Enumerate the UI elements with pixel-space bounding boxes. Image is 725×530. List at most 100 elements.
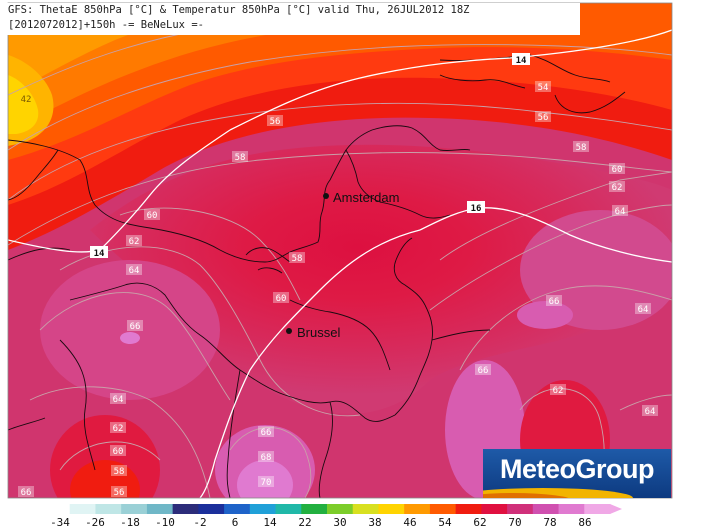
contour-label: 70 [258, 476, 274, 488]
svg-text:58: 58 [292, 254, 303, 264]
scale-tick-label: 38 [368, 516, 382, 529]
contour-label: 64 [612, 205, 628, 217]
contour-label: 56 [267, 115, 283, 127]
contour-label: 60 [609, 163, 625, 175]
svg-text:56: 56 [114, 488, 125, 498]
scale-tick-label: 14 [263, 516, 277, 529]
thetae-field [8, 3, 672, 498]
svg-text:64: 64 [129, 266, 140, 276]
contour-label: 42 [21, 95, 32, 105]
scale-swatch [378, 504, 405, 514]
scale-tick-label: 62 [473, 516, 487, 529]
svg-text:58: 58 [576, 143, 587, 153]
contour-label: 66 [258, 426, 274, 438]
scale-swatch [558, 504, 585, 514]
scale-tick-label: -34 [50, 516, 70, 529]
svg-text:56: 56 [538, 113, 549, 123]
scale-swatch [121, 504, 148, 514]
scale-tick-label: 86 [578, 516, 592, 529]
logo-text: MeteoGroup [500, 454, 655, 484]
contour-label: 60 [144, 209, 160, 221]
contour-label: 58 [289, 252, 305, 264]
city-brussel: Brussel [297, 325, 340, 340]
header-line-2: [2012072012]+150h -= BeNeLux =- [8, 19, 204, 31]
contour-label: 64 [126, 264, 142, 276]
color-scale: -34 -26 -18 -10 -2 6 14 22 30 38 46 54 62 70 78 86 [0, 498, 725, 530]
temperature-isotherms [8, 29, 672, 498]
svg-text:58: 58 [114, 467, 125, 477]
scale-tick-label: -18 [120, 516, 140, 529]
scale-swatch [249, 504, 277, 514]
scale-tick-label: 6 [231, 516, 239, 529]
svg-text:60: 60 [147, 211, 158, 221]
svg-text:66: 66 [478, 366, 489, 376]
svg-text:64: 64 [645, 407, 656, 417]
svg-text:64: 64 [113, 395, 124, 405]
scale-tick-label: -10 [155, 516, 175, 529]
scale-swatch [584, 504, 611, 514]
scale-tick-label: 54 [438, 516, 452, 529]
contour-label: 62 [126, 235, 142, 247]
color-scale-bar [44, 504, 622, 514]
svg-text:62: 62 [553, 386, 564, 396]
contour-label: 66 [18, 486, 34, 498]
svg-text:62: 62 [113, 424, 124, 434]
scale-arrow [610, 504, 622, 514]
scale-swatch [44, 504, 71, 514]
svg-text:70: 70 [261, 478, 272, 488]
city-markers: Amsterdam Brussel [286, 190, 399, 340]
scale-tick-label: -26 [85, 516, 105, 529]
scale-swatch [404, 504, 431, 514]
svg-text:64: 64 [638, 305, 649, 315]
scale-tick-label: 22 [298, 516, 312, 529]
contour-label: 66 [546, 295, 562, 307]
contour-label: 62 [550, 384, 566, 396]
svg-text:64: 64 [615, 207, 626, 217]
header-line-1: GFS: ThetaE 850hPa [°C] & Temperatur 850… [8, 4, 470, 16]
contour-label: 56 [111, 486, 127, 498]
contour-label: 62 [609, 181, 625, 193]
contour-label: 64 [635, 303, 651, 315]
contour-label: 68 [258, 451, 274, 463]
svg-text:16: 16 [471, 204, 482, 214]
svg-text:66: 66 [130, 322, 141, 332]
contour-label: 58 [573, 141, 589, 153]
scale-swatch [352, 504, 379, 514]
svg-text:60: 60 [612, 165, 623, 175]
svg-text:62: 62 [129, 237, 140, 247]
scale-swatch [507, 504, 534, 514]
scale-swatch [69, 504, 96, 514]
meteogroup-logo: MeteoGroup [483, 449, 671, 498]
svg-text:66: 66 [21, 488, 32, 498]
contour-label: 66 [475, 364, 491, 376]
contour-label: 60 [110, 445, 126, 457]
contour-label: 64 [642, 405, 658, 417]
scale-swatch [481, 504, 508, 514]
scale-tick-label: 30 [333, 516, 347, 529]
scale-swatch [301, 504, 328, 514]
scale-tick-label: 78 [543, 516, 557, 529]
contour-label: 58 [111, 465, 127, 477]
svg-text:42: 42 [21, 95, 32, 105]
svg-text:62: 62 [612, 183, 623, 193]
scale-swatch [198, 504, 225, 514]
map-header: GFS: ThetaE 850hPa [°C] & Temperatur 850… [6, 3, 580, 35]
scale-swatch [532, 504, 560, 514]
contour-label: 62 [110, 422, 126, 434]
contour-label: 58 [232, 151, 248, 163]
svg-text:68: 68 [261, 453, 272, 463]
isoline-labels: 42 54 56 56 58 58 60 62 64 66 64 62 64 66 58 60 60 62 64 66… [18, 53, 658, 498]
scale-tick-label: 46 [403, 516, 417, 529]
svg-text:60: 60 [276, 294, 287, 304]
contour-label: 64 [110, 393, 126, 405]
svg-text:56: 56 [270, 117, 281, 127]
contour-label: 66 [127, 320, 143, 332]
isotherm-label: 14 [90, 246, 108, 259]
city-amsterdam: Amsterdam [333, 190, 399, 205]
svg-text:58: 58 [235, 153, 246, 163]
scale-tick-label: 70 [508, 516, 522, 529]
scale-tick-label: -2 [193, 516, 207, 529]
contour-label: 54 [535, 81, 551, 93]
